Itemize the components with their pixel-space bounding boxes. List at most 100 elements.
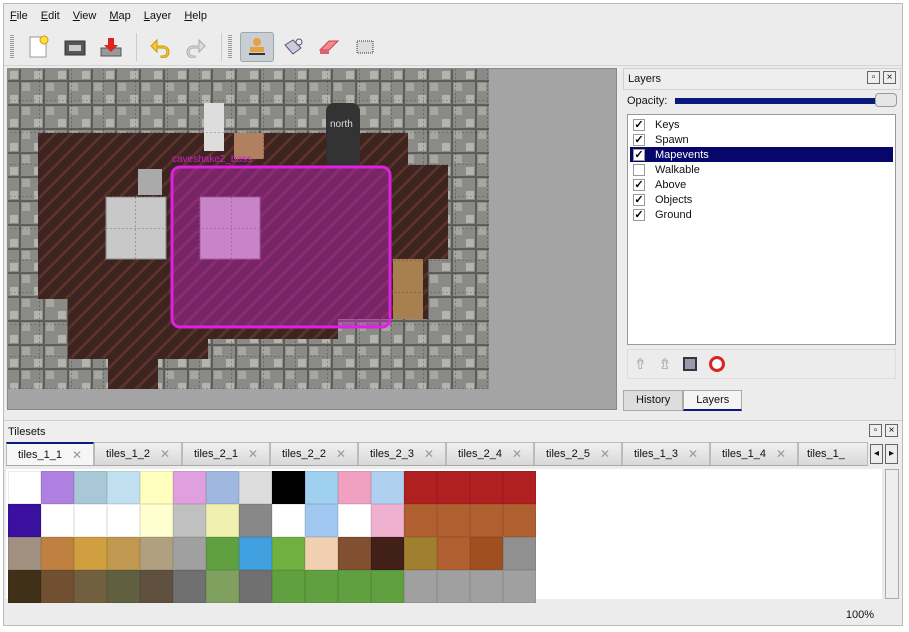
tile[interactable] [8,471,41,504]
tile[interactable] [272,537,305,570]
tileset-tab[interactable]: tiles_1_3 ✕ [622,442,710,465]
tab-scroll-right-icon[interactable]: ▸ [885,444,898,464]
tile[interactable] [173,537,206,570]
opacity-slider-handle[interactable] [875,93,897,107]
close-tab-icon[interactable]: ✕ [335,447,347,461]
tileset-scrollbar[interactable] [885,469,899,599]
tile[interactable] [338,504,371,537]
layer-row[interactable]: ✓ Keys [630,117,893,132]
tile[interactable] [8,537,41,570]
rect-select-button[interactable] [348,32,382,62]
tile[interactable] [404,570,437,603]
open-button[interactable] [58,32,92,62]
menu-help[interactable]: Help [184,10,207,22]
tile[interactable] [371,537,404,570]
tile[interactable] [206,537,239,570]
layer-visibility-checkbox[interactable]: ✓ [633,178,645,191]
map-canvas[interactable]: north caveshake2_boss [8,69,489,389]
tile[interactable] [371,570,404,603]
tile[interactable] [140,504,173,537]
tile[interactable] [470,570,503,603]
tileset-tab[interactable]: tiles_2_1 ✕ [182,442,270,465]
tile[interactable] [239,570,272,603]
tile[interactable] [74,570,107,603]
tile[interactable] [173,570,206,603]
layer-visibility-checkbox[interactable]: ✓ [633,208,645,221]
tile[interactable] [503,504,536,537]
tileset-tab[interactable]: tiles_2_2 ✕ [270,442,358,465]
layer-visibility-checkbox[interactable] [633,163,645,176]
tile[interactable] [8,504,41,537]
close-tab-icon[interactable]: ✕ [775,447,787,461]
move-layer-down-icon[interactable]: ⇯ [658,356,672,373]
layer-row[interactable]: ✓ Mapevents [630,147,893,162]
tile[interactable] [74,537,107,570]
tile[interactable] [305,471,338,504]
bucket-fill-button[interactable] [276,32,310,62]
tile[interactable] [140,570,173,603]
close-icon[interactable]: × [885,423,898,437]
tile[interactable] [272,471,305,504]
tile[interactable] [107,570,140,603]
tile[interactable] [305,537,338,570]
opacity-slider[interactable] [675,93,897,107]
toolbar-grip[interactable] [10,34,14,59]
layer-visibility-checkbox[interactable]: ✓ [633,133,645,146]
tile[interactable] [437,570,470,603]
tile[interactable] [371,471,404,504]
layer-row[interactable]: ✓ Above [630,177,893,192]
tile[interactable] [503,570,536,603]
tile[interactable] [107,537,140,570]
redo-button[interactable] [179,32,213,62]
layer-visibility-checkbox[interactable]: ✓ [633,148,645,161]
tile[interactable] [272,504,305,537]
tile[interactable] [338,471,371,504]
tile[interactable] [338,537,371,570]
close-tab-icon[interactable]: ✕ [687,447,699,461]
close-tab-icon[interactable]: ✕ [511,447,523,461]
menu-edit[interactable]: Edit [40,10,60,22]
menu-file[interactable]: File [10,10,28,22]
undo-button[interactable] [143,32,177,62]
tile[interactable] [107,471,140,504]
tile[interactable] [206,471,239,504]
layer-row[interactable]: ✓ Objects [630,192,893,207]
tile[interactable] [272,570,305,603]
delete-layer-icon[interactable] [709,356,726,372]
layer-visibility-checkbox[interactable]: ✓ [633,118,645,131]
menu-view[interactable]: View [72,10,97,22]
tile[interactable] [503,471,536,504]
tile[interactable] [206,504,239,537]
move-layer-up-icon[interactable]: ⇮ [634,356,647,373]
layer-row[interactable]: Walkable [630,162,893,177]
menu-map[interactable]: Map [109,10,131,22]
tile[interactable] [140,537,173,570]
close-icon[interactable]: × [883,71,896,84]
tile[interactable] [239,537,272,570]
toolbar-grip[interactable] [228,34,232,59]
tile[interactable] [107,504,140,537]
save-button[interactable] [94,32,128,62]
tileset-view[interactable] [6,469,882,603]
tile[interactable] [470,537,503,570]
tile[interactable] [404,471,437,504]
menu-layer[interactable]: Layer [143,10,172,22]
tileset-tab[interactable]: tiles_1_1 ✕ [6,442,94,465]
layer-row[interactable]: ✓ Ground [630,207,893,222]
tile[interactable] [503,537,536,570]
close-tab-icon[interactable]: ✕ [599,447,611,461]
tile[interactable] [41,471,74,504]
tab-layers[interactable]: Layers [683,390,743,411]
tile[interactable] [404,537,437,570]
tileset-tab[interactable]: tiles_1_2 ✕ [94,442,182,465]
tile[interactable] [206,570,239,603]
tile[interactable] [470,504,503,537]
tile[interactable] [8,570,41,603]
tileset-tab[interactable]: tiles_2_5 ✕ [534,442,622,465]
tab-scroll-left-icon[interactable]: ◂ [870,444,883,464]
tile[interactable] [404,504,437,537]
layer-visibility-checkbox[interactable]: ✓ [633,193,645,206]
close-tab-icon[interactable]: ✕ [71,447,83,462]
tileset-tab[interactable]: tiles_1_4 ✕ [710,442,798,465]
layer-row[interactable]: ✓ Spawn [630,132,893,147]
